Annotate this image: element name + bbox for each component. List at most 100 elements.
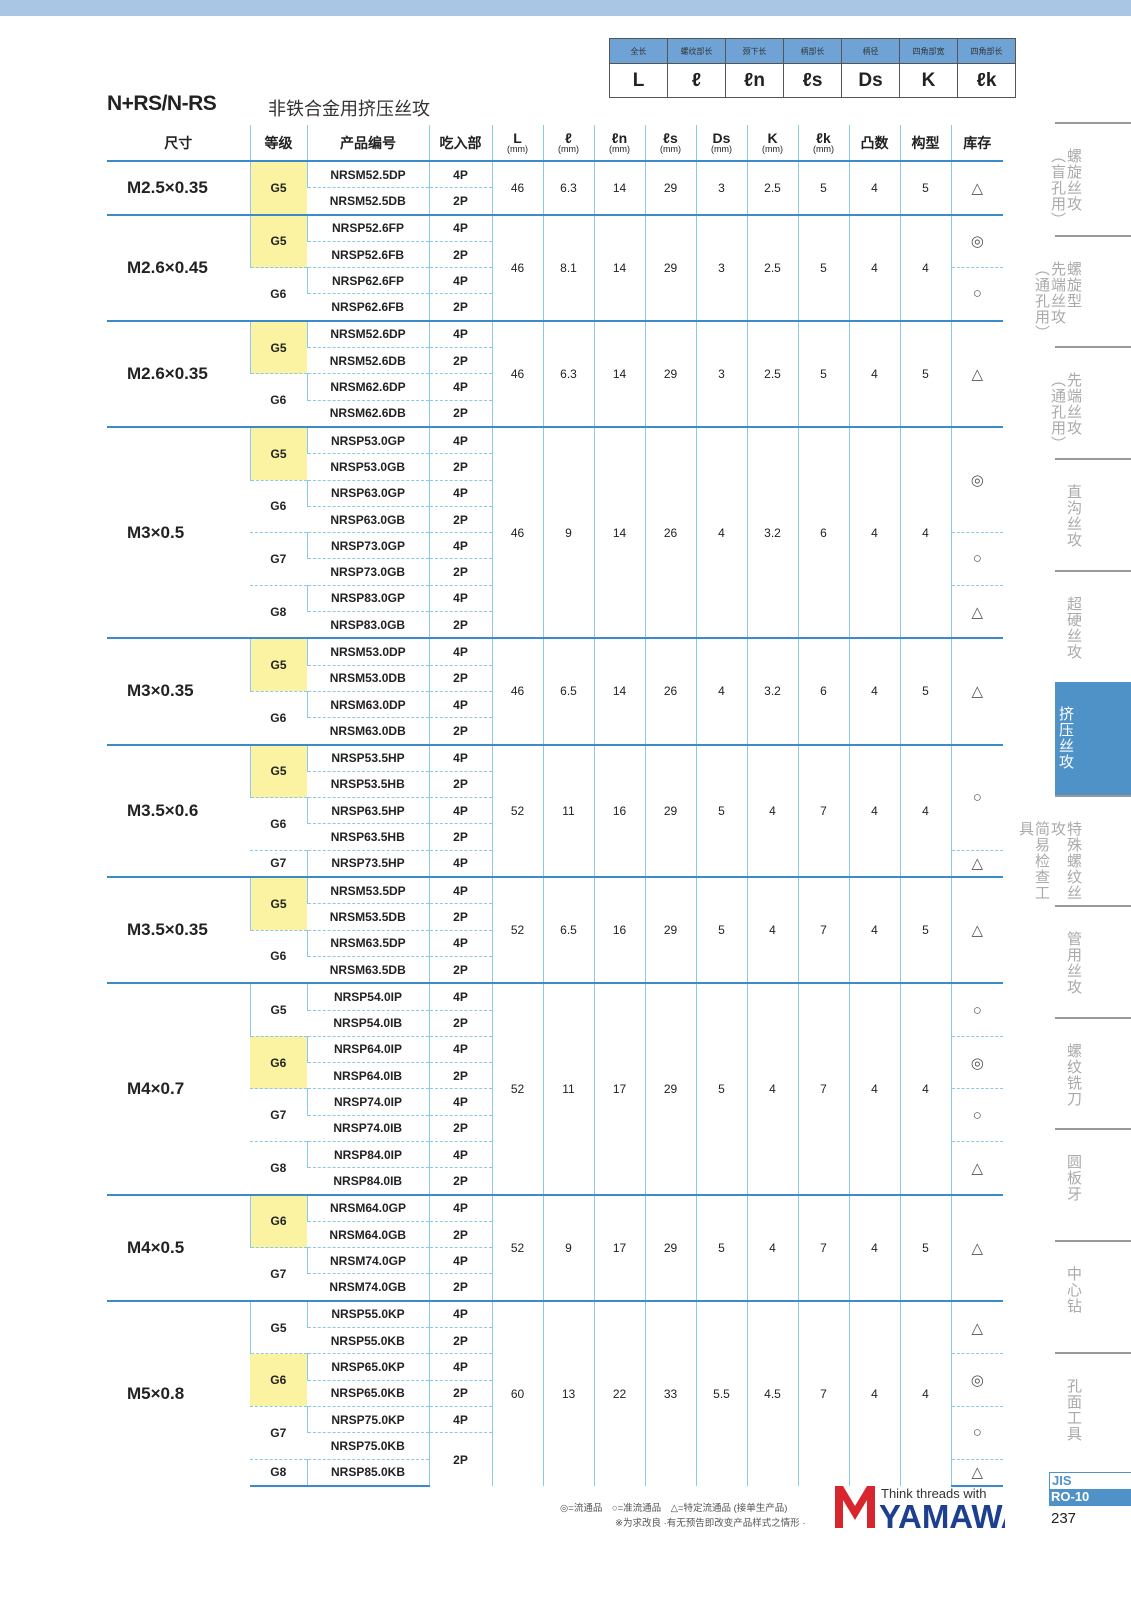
product-code: NRSP55.0KB <box>307 1327 429 1354</box>
dimension-value: 5 <box>695 1193 747 1301</box>
dimension-value: 22 <box>593 1299 645 1486</box>
product-code: NRSP73.5HP <box>306 849 429 878</box>
column-label: ℓk <box>816 130 831 146</box>
chamfer: 2P <box>428 1273 492 1301</box>
column-header: 等级 <box>249 125 307 162</box>
dimension-value: 4 <box>746 743 798 878</box>
dimension-value: 5 <box>899 637 951 745</box>
dimension-value: 26 <box>644 425 696 639</box>
sidebar-tab[interactable]: 超硬丝攻 <box>1055 570 1131 684</box>
sidebar-tab-label: 螺旋型 先端丝攻 （通孔用） <box>1033 261 1082 341</box>
table-row: G7 NRSP73.0GP 4P ○ <box>107 532 1003 586</box>
sidebar-tab[interactable]: 中心钻 <box>1055 1240 1131 1354</box>
thread-size: M4×0.7 <box>107 982 250 1195</box>
legend-symbol: ℓn <box>725 63 784 98</box>
product-code: NRSP73.0GB <box>307 558 429 586</box>
product-code: NRSP63.5HP <box>306 797 429 824</box>
dimension-value: 3 <box>695 319 747 427</box>
column-label: ℓ <box>565 130 572 146</box>
dimension-value: 46 <box>491 319 543 427</box>
sidebar-tab[interactable]: 螺旋型 先端丝攻 （通孔用） <box>1033 235 1131 348</box>
column-header: ℓs (mm) <box>644 125 696 162</box>
table-row: NRSM52.5DB 2P <box>107 187 1003 215</box>
sidebar-tab[interactable]: 先端丝攻 （通孔用） <box>1049 346 1131 460</box>
grade: G6 <box>250 929 307 984</box>
dimension-value: 46 <box>491 425 543 639</box>
stock-status: △ <box>950 637 1003 745</box>
table-row: M2.5×0.35 G5 NRSM52.5DP 4P 46 6.3 14 29 3 2.5 5 4 5 △ <box>107 160 1003 215</box>
page-title: N+RS/N-RS <box>107 92 217 115</box>
dimension-value: 16 <box>593 876 645 984</box>
grade: G5 <box>249 425 307 481</box>
legend-symbol: ℓk <box>957 63 1016 98</box>
sidebar-tab-label: 特殊螺纹丝攻 简易检查工具 <box>1017 821 1082 907</box>
product-code: NRSP54.0IB <box>307 1009 429 1037</box>
sidebar-tab-text: （盲孔用） <box>1049 148 1066 228</box>
sidebar-tab[interactable]: 孔面工具 <box>1055 1352 1131 1464</box>
product-code: NRSP55.0KP <box>306 1299 429 1328</box>
stock-status: ○ <box>950 1405 1003 1460</box>
dimension-value: 11 <box>542 982 594 1195</box>
column-unit: (mm) <box>813 144 834 154</box>
sidebar-tab[interactable]: 螺旋丝攻 （盲孔用） <box>1049 122 1131 237</box>
table-row: NRSM74.0GB 2P <box>107 1273 1003 1301</box>
logo-mark-icon <box>835 1486 875 1528</box>
table-row: NRSP53.5HB 2P <box>107 770 1003 798</box>
table-row: NRSP84.0IB 2P <box>107 1167 1003 1195</box>
grade: G5 <box>249 637 307 692</box>
dimension-value: 4 <box>848 1193 900 1301</box>
table-row: NRSP65.0KB 2P <box>107 1379 1003 1407</box>
column-header: ℓ (mm) <box>542 125 594 162</box>
column-header: 产品编号 <box>306 125 429 162</box>
sidebar-tab[interactable]: 管用丝攻 <box>1055 905 1131 1019</box>
table-row: G6 NRSP63.5HP 4P <box>107 797 1003 851</box>
chamfer: 2P <box>428 453 492 481</box>
table-row: NRSM53.5DB 2P <box>107 903 1003 931</box>
dimension-value: 4 <box>848 637 900 745</box>
sidebar-tab-text: 中心钻 <box>1065 1266 1082 1314</box>
sidebar-tab[interactable]: 直沟丝攻 <box>1055 458 1131 572</box>
sidebar-tab[interactable]: 螺纹铣刀 <box>1055 1017 1131 1130</box>
stock-status: △ <box>950 1458 1003 1487</box>
product-code: NRSP62.6FB <box>307 293 429 321</box>
column-header: 吃入部 <box>428 125 492 162</box>
table-row: NRSP52.6FB 2P <box>107 240 1003 268</box>
dimension-value: 5 <box>797 160 849 215</box>
sidebar-tab-text: 管用丝攻 <box>1065 931 1082 995</box>
table-row: NRSP63.5HB 2P <box>107 823 1003 851</box>
sidebar-tab-text: 螺纹铣刀 <box>1065 1043 1082 1107</box>
column-header: 构型 <box>899 125 951 162</box>
grade: G5 <box>249 319 307 374</box>
dimension-value: 26 <box>644 637 696 745</box>
product-code: NRSM63.5DB <box>307 955 429 984</box>
chamfer: 2P <box>428 955 492 984</box>
dimension-value: 6 <box>797 425 849 639</box>
sidebar-tab-text: （通孔用） <box>1049 372 1066 452</box>
sidebar-tab[interactable]: 挤压丝攻 <box>1055 682 1131 795</box>
sidebar-tab[interactable]: 特殊螺纹丝攻 简易检查工具 <box>1017 795 1131 907</box>
column-header: K (mm) <box>746 125 798 162</box>
stock-status: ○ <box>950 532 1003 586</box>
grade: G6 <box>249 1193 307 1248</box>
thread-size: M2.6×0.45 <box>107 213 250 321</box>
chamfer: 2P <box>428 1327 492 1354</box>
thread-size: M3.5×0.35 <box>107 876 250 984</box>
table-row: M3×0.35 G5 NRSM53.0DP 4P 46 6.5 14 26 4 3.2 6 4 5 △ <box>107 637 1003 745</box>
legend-label: 四角部宽 <box>899 38 958 64</box>
grade: G6 <box>250 373 307 427</box>
sidebar-tab-label: 挤压丝攻 <box>1057 706 1074 770</box>
grade: G7 <box>250 532 307 586</box>
page-number: 237 <box>1051 1510 1077 1527</box>
dimension-value: 4 <box>899 982 951 1195</box>
table-row: NRSP62.6FB 2P <box>107 293 1003 321</box>
product-code: NRSP65.0KB <box>307 1379 429 1407</box>
column-unit: (mm) <box>558 144 579 154</box>
chamfer: 4P <box>428 929 492 957</box>
column-header: 库存 <box>950 125 1003 162</box>
product-code: NRSM53.0DB <box>307 664 429 692</box>
sidebar-tab[interactable]: 圆板牙 <box>1055 1128 1131 1242</box>
product-code: NRSP83.0GP <box>306 584 429 612</box>
legend-label: 四角部长 <box>957 38 1016 64</box>
dimension-value: 9 <box>542 425 594 639</box>
dimension-value: 7 <box>797 743 849 878</box>
